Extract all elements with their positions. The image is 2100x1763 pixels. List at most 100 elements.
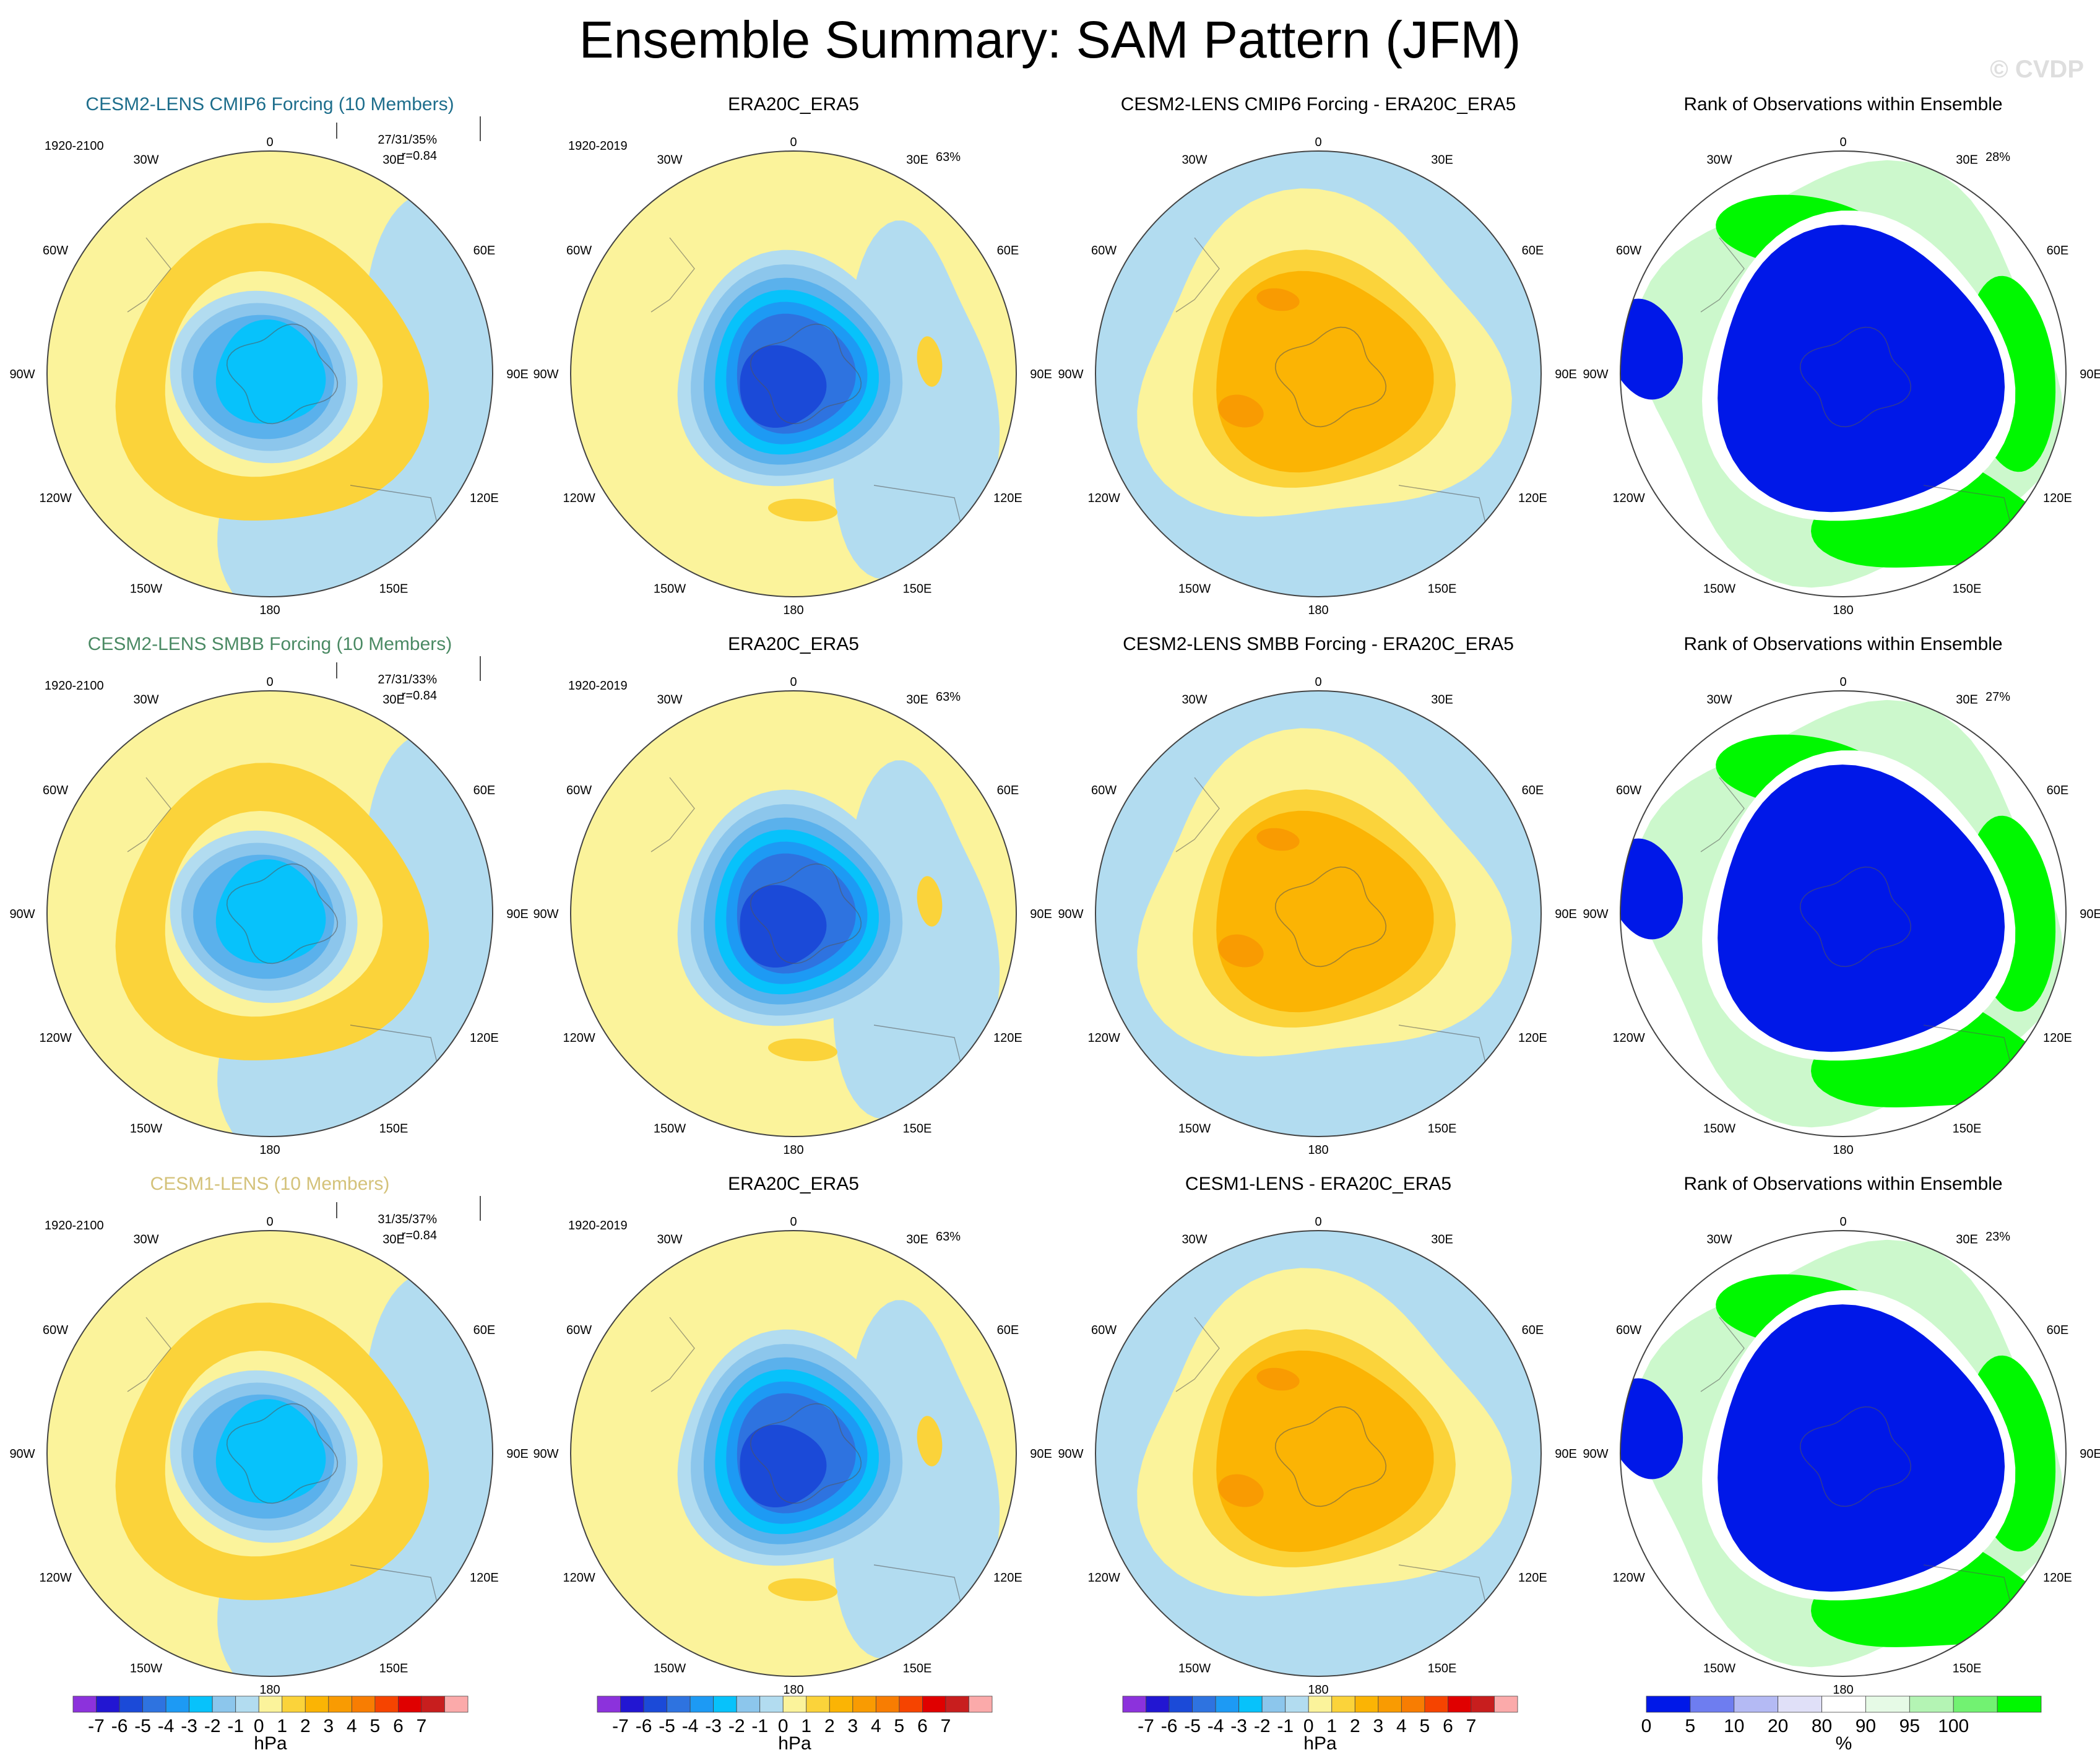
map-label-left-4: 150W — [654, 1122, 686, 1135]
map-label-left-0: 30W — [1706, 1233, 1732, 1247]
colorbar-unit: hPa — [778, 1733, 811, 1754]
colorbar-swatch-0 — [1646, 1696, 1691, 1713]
colorbar-tick-11: 4 — [347, 1716, 357, 1736]
colorbar-swatch-14 — [398, 1696, 422, 1713]
map-label-right-0: 30E — [1956, 1233, 1978, 1247]
panel-title: Rank of Observations within Ensemble — [1683, 634, 2002, 654]
map-label-top: 0 — [1839, 136, 1846, 149]
colorbar-tick-13: 6 — [917, 1716, 928, 1736]
map-label-left-4: 150W — [1703, 1122, 1735, 1135]
map-label-left-0: 30W — [1182, 693, 1207, 707]
colorbar-tick-1: -6 — [1161, 1716, 1178, 1736]
contour-pos-4a — [1218, 1474, 1264, 1507]
map-panel-r2c3: 0 180 30W 30E 60W 60E 90W 90E 120W 120E 150W 150E CE… — [1058, 634, 1576, 1157]
map-label-right-4: 150E — [1953, 582, 1982, 596]
colorbar-swatch-4 — [1215, 1696, 1240, 1713]
map-panel-r1c2: 0 180 30W 30E 60W 60E 90W 90E 120W 120E 150W 150E ER… — [533, 94, 1052, 617]
colorbar-tick-12: 5 — [894, 1716, 905, 1736]
map-label-right-3: 120E — [2043, 492, 2072, 505]
antarctica-outline — [750, 323, 862, 425]
map-label-left-3: 120W — [563, 1571, 595, 1585]
contour-pos-3 — [1216, 810, 1434, 1013]
map-label-left-3: 120W — [1612, 1031, 1644, 1045]
map-label-left-0: 30W — [1706, 693, 1732, 707]
map-label-right-3: 120E — [993, 1031, 1022, 1045]
map-label-right-1: 60E — [2047, 784, 2069, 797]
panel-stat-pct: 28% — [1985, 150, 2010, 164]
map-label-left-2: 90W — [1058, 907, 1083, 921]
panel-period: 1920-2019 — [568, 1219, 628, 1232]
map-label-left-3: 120W — [39, 1031, 71, 1045]
colorbar-swatch-3 — [1192, 1696, 1216, 1713]
contour-positive-east — [917, 336, 943, 387]
panel-title: ERA20C_ERA5 — [728, 94, 859, 115]
map-label-right-4: 150E — [1428, 582, 1457, 596]
map-label-bottom: 180 — [1833, 604, 1853, 617]
colorbar-tick-11: 4 — [871, 1716, 881, 1736]
panel-title: Rank of Observations within Ensemble — [1683, 94, 2002, 115]
map-label-right-3: 120E — [470, 492, 499, 505]
colorbar-swatch-16 — [444, 1696, 469, 1713]
map-label-bottom: 180 — [1308, 1143, 1328, 1157]
panel-stat-corr: r=0.84 — [402, 689, 437, 703]
colorbar-swatch-6 — [1261, 1696, 1286, 1713]
map-label-right-1: 60E — [1522, 244, 1544, 258]
map-label-right-2: 90E — [1555, 368, 1577, 381]
panel-stat-corr: r=0.84 — [402, 1229, 437, 1242]
panel-stat-pct: 23% — [1985, 1230, 2010, 1244]
map-panel-r1c3: 0 180 30W 30E 60W 60E 90W 90E 120W 120E 150W 150E CE… — [1058, 94, 1576, 617]
map-label-left-4: 150W — [1178, 1122, 1211, 1135]
colorbar-tick-3: -4 — [1208, 1716, 1224, 1736]
contour-pos-4b — [1256, 1367, 1300, 1391]
panel-title: CESM2-LENS CMIP6 Forcing - ERA20C_ERA5 — [1121, 94, 1516, 115]
map-field — [47, 151, 493, 597]
map-label-left-4: 150W — [654, 582, 686, 596]
map-label-top: 0 — [1315, 1215, 1321, 1229]
map-panel-r1c4: 0 180 30W 30E 60W 60E 90W 90E 120W 120E 150W 150E Ra… — [1583, 94, 2100, 617]
colorbar-swatch-2 — [643, 1696, 667, 1713]
map-label-right-0: 30E — [906, 1233, 928, 1247]
map-boundary — [1095, 690, 1542, 1137]
map-field — [1095, 1231, 1541, 1676]
colorbar-swatch-14 — [922, 1696, 946, 1713]
colorbar-tick-10: 3 — [847, 1716, 858, 1736]
map-label-left-3: 120W — [1087, 1031, 1120, 1045]
map-label-top: 0 — [1839, 1215, 1846, 1229]
colorbar-tick-1: -6 — [636, 1716, 652, 1736]
panel-title: CESM1-LENS (10 Members) — [150, 1174, 390, 1194]
south-america-outline — [1700, 1317, 1745, 1392]
colorbar-swatch-1 — [620, 1696, 644, 1713]
rank-low-core — [1718, 225, 2005, 513]
colorbar-tick-8: 1 — [1326, 1716, 1337, 1736]
map-label-right-1: 60E — [2047, 1323, 2069, 1337]
antarctica-outline — [1799, 1406, 1912, 1507]
map-label-bottom: 180 — [259, 604, 280, 617]
colorbar-tick-1: 5 — [1685, 1716, 1696, 1736]
map-label-left-3: 120W — [563, 1031, 595, 1045]
antarctica-outline — [1799, 326, 1912, 428]
contour-pos-4a — [1218, 934, 1264, 968]
colorbar-swatch-10 — [829, 1696, 853, 1713]
colorbar-tick-3: 20 — [1768, 1716, 1788, 1736]
map-panel-r2c4: 0 180 30W 30E 60W 60E 90W 90E 120W 120E 150W 150E Ra… — [1583, 634, 2100, 1157]
colorbar-tick-0: -7 — [1138, 1716, 1154, 1736]
colorbar-tick-8: 1 — [801, 1716, 811, 1736]
colorbar-swatch-5 — [189, 1696, 213, 1713]
map-boundary — [1620, 690, 2067, 1137]
colorbar-tick-0: -7 — [612, 1716, 629, 1736]
map-label-right-2: 90E — [1555, 1447, 1577, 1461]
map-label-left-1: 60W — [43, 784, 68, 797]
south-america-outline — [1175, 237, 1220, 313]
colorbar-tick-7: 0 — [778, 1716, 789, 1736]
map-label-right-3: 120E — [1518, 492, 1547, 505]
panel-title: Rank of Observations within Ensemble — [1683, 1174, 2002, 1194]
map-boundary — [46, 690, 493, 1137]
map-label-left-0: 30W — [133, 1233, 158, 1247]
map-label-left-0: 30W — [657, 154, 682, 167]
map-label-left-4: 150W — [1178, 1661, 1211, 1675]
panel-stat-pct: 63% — [936, 1230, 961, 1244]
contour-positive-east — [917, 1416, 943, 1466]
colorbar-tick-4: -3 — [1230, 1716, 1247, 1736]
map-label-right-2: 90E — [2080, 1447, 2100, 1461]
map-label-right-2: 90E — [506, 907, 529, 921]
